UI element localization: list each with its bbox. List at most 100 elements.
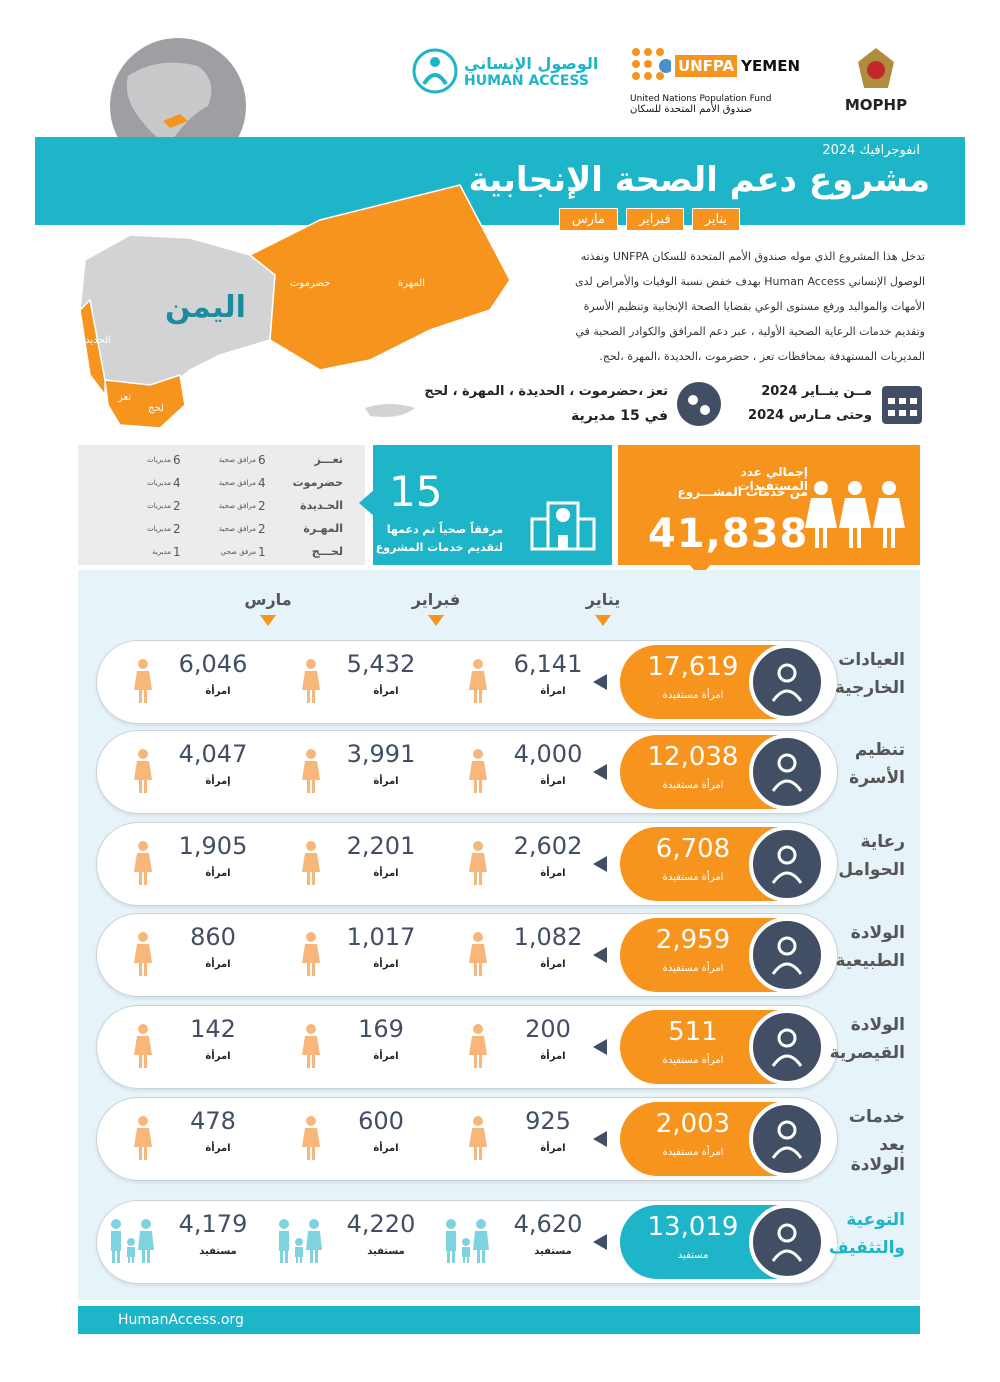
women-icon (805, 481, 905, 548)
map-label: لحج (148, 403, 164, 414)
arrow-left (593, 674, 607, 690)
district-count: 6 (173, 453, 181, 467)
unfpa-logo: UNFPA YEMEN United Nations Population Fu… (630, 46, 800, 115)
location-districts: في 15 مديرية (570, 408, 668, 424)
month-header: مارس (244, 590, 292, 609)
unfpa-ar: صندوق الأمم المتحدة للسكان (630, 104, 753, 115)
service-name: والتثقيف (828, 1238, 905, 1258)
service-icon-circle (749, 734, 825, 810)
woman-icon (134, 749, 152, 793)
district-count: 2 (173, 522, 181, 536)
woman-figure (133, 931, 153, 981)
district-unit: مديرية (152, 548, 171, 556)
facility-count: 4 (258, 476, 266, 490)
month-tab: يناير (691, 208, 740, 231)
map-label: تعز (118, 392, 132, 403)
woman-figure (133, 748, 153, 798)
location-icon (677, 382, 721, 426)
month-unit: امرأة (540, 1051, 566, 1062)
woman-figure (133, 1115, 153, 1165)
period-from: مــن ينــاير 2024 (761, 384, 872, 399)
woman-figure (133, 840, 153, 890)
month-unit: مستفيد (199, 1246, 237, 1257)
arrow-down (260, 615, 276, 626)
services-panel: يناير فبراير مارس 17,619 امرأة مستفيدة العياد… (78, 570, 920, 1300)
intro-line: تدخل هذا المشروع الذي موله صندوق الأمم ا… (580, 250, 925, 263)
woman-icon (134, 841, 152, 885)
woman-icon (134, 1116, 152, 1160)
month-unit: امرأة (373, 868, 399, 879)
district-count: 4 (173, 476, 181, 490)
service-icon (748, 916, 826, 998)
month-unit: امرأة (540, 868, 566, 879)
service-total-label: امرأة مستفيدة (662, 1147, 724, 1158)
facility-count: 2 (258, 499, 266, 513)
facility-unit: مرافق صحية (218, 525, 256, 533)
unfpa-text: UNFPA (674, 55, 738, 77)
district-unit: مديريات (147, 502, 171, 510)
month-value: 4,620 (513, 1210, 583, 1238)
woman-icon (134, 659, 152, 703)
service-total: 6,708 (655, 834, 731, 864)
month-unit: امرأة (373, 1143, 399, 1154)
service-name: الحوامل (838, 860, 905, 880)
service-total-label: امرأة مستفيدة (662, 872, 724, 883)
total-card: إجمالي عدد المستفيدات من خدمات المشـــرو… (618, 445, 920, 577)
intro: تدخل هذا المشروع الذي موله صندوق الأمم ا… (540, 244, 925, 369)
facility-count: 1 (258, 545, 266, 559)
month-unit: امرأة (373, 1051, 399, 1062)
woman-icon (469, 1116, 487, 1160)
facilities-card: 15 مرفقاً صحياً تم دعمها لتقديم خدمات ال… (359, 445, 612, 565)
woman-icon (302, 749, 320, 793)
arrow-down (595, 615, 611, 626)
family-icon (446, 1219, 489, 1263)
footer-bar: HumanAccess.org (78, 1306, 920, 1334)
period-to: وحتى مـارس 2024 (748, 408, 872, 423)
row-arrow (593, 856, 607, 876)
month-unit: امرأة (540, 686, 566, 697)
service-icon-circle (749, 644, 825, 720)
month-value: 4,000 (513, 740, 583, 768)
facility-unit: مرافق صحية (218, 479, 256, 487)
month-value: 6,141 (513, 650, 583, 678)
intro-line: المديريات المستهدفة بمحافظات تعز ، حضرمو… (599, 350, 925, 363)
row-arrow (593, 947, 607, 967)
month-value: 4,220 (346, 1210, 416, 1238)
month-unit: امرأة (205, 1143, 231, 1154)
month-value: 1,082 (513, 923, 583, 951)
facility-unit: مرافق صحية (218, 502, 256, 510)
kicker: انفوجرافيك 2024 (822, 143, 920, 158)
woman-figure (133, 658, 153, 708)
month-value: 1,017 (346, 923, 416, 951)
map-label: المهرة (398, 278, 425, 289)
month-unit: امرأة (205, 868, 231, 879)
service-total: 511 (668, 1017, 718, 1047)
month-value: 169 (358, 1015, 404, 1043)
woman-icon (134, 1024, 152, 1068)
arrow-left (593, 1039, 607, 1055)
hospital-icon (530, 501, 596, 551)
region-name: حضرموت (292, 476, 343, 489)
service-total-label: امرأة مستفيدة (662, 690, 724, 701)
service-name: رعاية (860, 832, 905, 852)
region-name: الحـديدة (300, 499, 343, 512)
arrow-left (593, 856, 607, 872)
woman-figure (468, 931, 488, 981)
service-icon-circle (749, 1101, 825, 1177)
footer-url: HumanAccess.org (118, 1312, 244, 1328)
month-unit: امرأة (540, 776, 566, 787)
service-icon (748, 825, 826, 907)
district-unit: مديريات (147, 479, 171, 487)
month-value: 142 (190, 1015, 236, 1043)
month-arrow (428, 612, 444, 631)
arrow-down (428, 615, 444, 626)
map (79, 184, 510, 429)
woman-figure (301, 748, 321, 798)
total-number: 41,838 (648, 511, 809, 557)
row-arrow (593, 1039, 607, 1059)
woman-figure (301, 1023, 321, 1073)
facility-unit: مرفق صحي (220, 548, 256, 556)
arrow-left (593, 764, 607, 780)
district-count: 2 (173, 499, 181, 513)
